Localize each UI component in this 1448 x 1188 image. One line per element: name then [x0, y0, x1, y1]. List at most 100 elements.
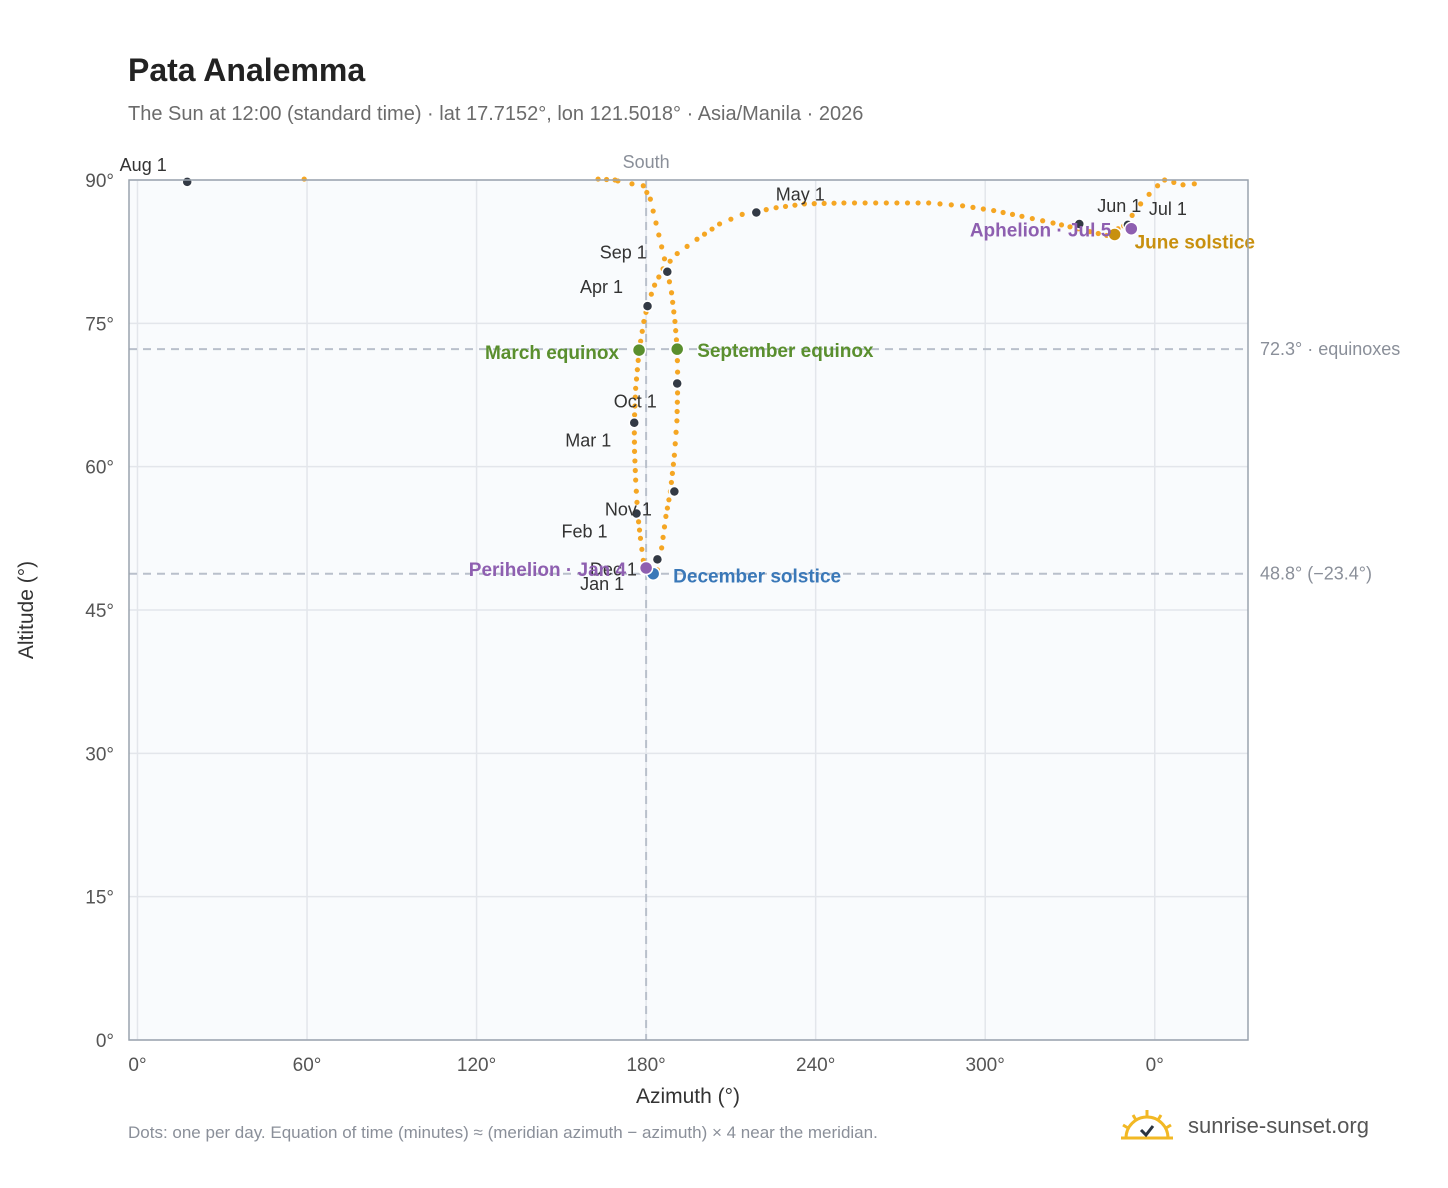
event-markers: March equinox September equinox June solst… [469, 221, 1255, 588]
day-dot [915, 200, 921, 206]
day-dot [640, 183, 646, 189]
day-dot [632, 458, 638, 464]
event-marker [1107, 227, 1122, 242]
day-dot [633, 376, 640, 382]
event-marker [638, 560, 654, 576]
day-dot [674, 369, 681, 375]
day-dot [639, 546, 645, 552]
day-dot [1171, 179, 1177, 185]
day-dot [792, 202, 798, 208]
day-dot [634, 367, 640, 373]
day-dot [937, 201, 943, 207]
day-dot [926, 200, 932, 206]
day-dot [673, 429, 679, 435]
day-dot [801, 201, 807, 207]
day-dot [674, 408, 680, 415]
day-dot [959, 203, 966, 209]
day-dot [1067, 224, 1073, 230]
month-label: Dec 1 [590, 559, 637, 579]
day-dot [653, 220, 659, 226]
x-tick-label: 180° [626, 1055, 665, 1076]
month-label: Aug 1 [120, 155, 167, 175]
day-dot [873, 200, 879, 206]
day-dot [644, 189, 650, 196]
day-dot [948, 202, 954, 208]
day-dot [673, 328, 679, 334]
day-dot [980, 206, 986, 212]
day-dot [1050, 220, 1056, 226]
day-dot [894, 200, 900, 206]
day-dot [631, 448, 638, 454]
y-tick-label: 30° [85, 744, 114, 765]
brand[interactable]: sunrise-sunset.org [1120, 1104, 1369, 1148]
plot-border [128, 179, 1249, 1041]
day-dot [638, 338, 644, 344]
month-marker [628, 416, 640, 429]
day-dot [656, 232, 662, 238]
chart-footnote: Dots: one per day. Equation of time (min… [128, 1123, 878, 1142]
month-label: Oct 1 [614, 392, 657, 412]
day-dot [661, 256, 668, 262]
month-marker [750, 206, 763, 219]
event-marker [669, 341, 685, 357]
day-dot [668, 479, 675, 486]
event-label: December solstice [673, 567, 841, 588]
day-dot [991, 207, 997, 214]
day-dot [728, 216, 734, 222]
day-dot [674, 250, 680, 257]
day-dot [674, 399, 680, 405]
day-dot [841, 200, 847, 206]
day-dot [821, 200, 827, 207]
day-dot [1029, 215, 1035, 222]
day-dot [659, 545, 665, 551]
day-dot [656, 274, 662, 280]
day-dot [671, 452, 677, 458]
day-dot [663, 513, 669, 519]
day-dot [669, 470, 675, 476]
y-tick-label: 15° [85, 888, 114, 909]
day-dot [633, 477, 639, 483]
y-tick-label: 60° [85, 458, 114, 479]
day-dot [1146, 191, 1152, 197]
day-dot [1009, 211, 1016, 217]
x-tick-label: 0° [128, 1055, 146, 1076]
month-marker [181, 176, 193, 188]
event-label: March equinox [485, 343, 620, 364]
day-dot [1191, 181, 1197, 187]
day-dot [1040, 218, 1046, 224]
day-dot [632, 394, 638, 400]
meridian-label: South [623, 152, 670, 172]
day-dot [632, 467, 638, 474]
day-dot [636, 527, 643, 533]
day-dot [1180, 182, 1186, 188]
day-dot [1087, 229, 1093, 235]
day-dot [811, 201, 817, 207]
day-dot [667, 258, 673, 264]
day-dot [883, 200, 889, 206]
day-dot [701, 231, 708, 237]
day-dot [651, 282, 658, 288]
event-marker [631, 342, 647, 358]
month-marker [1073, 218, 1086, 230]
month-label: Sep 1 [600, 243, 647, 263]
day-dot [635, 519, 642, 525]
day-dot [674, 390, 681, 396]
day-dot [629, 181, 635, 187]
day-dot [831, 200, 837, 206]
day-dot [671, 309, 677, 315]
day-dot [661, 524, 668, 530]
day-dot [641, 318, 647, 325]
day-dot [631, 412, 638, 418]
event-marker [1124, 221, 1139, 236]
day-dot [634, 499, 640, 505]
event-label: September equinox [697, 341, 874, 362]
month-marker [671, 377, 683, 390]
month-marker [630, 507, 643, 520]
reference-line-label: 48.8° (−23.4°) [1260, 564, 1372, 584]
day-dot [659, 244, 665, 250]
day-dot [670, 299, 676, 305]
day-dot [633, 488, 639, 494]
y-axis-title: Altitude (°) [15, 561, 38, 659]
day-dot [632, 403, 638, 409]
